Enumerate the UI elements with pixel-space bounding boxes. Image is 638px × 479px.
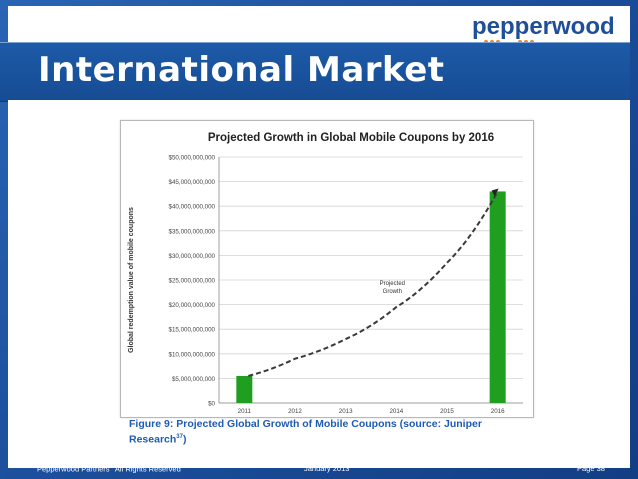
x-tick-label: 2013	[339, 408, 353, 415]
footer-rights: All Rights Reserved	[113, 464, 181, 474]
figure-caption: Figure 9: Projected Global Growth of Mob…	[129, 418, 489, 447]
x-tick-label: 2011	[238, 408, 252, 415]
footer-copyright: ©	[109, 464, 114, 470]
y-tick-label: $35,000,000,000	[169, 228, 216, 235]
bar-chart: Projected Growth in Global Mobile Coupon…	[128, 132, 523, 415]
title-bar	[0, 42, 630, 102]
top-bar	[8, 6, 630, 44]
chart-title: Projected Growth in Global Mobile Coupon…	[208, 132, 494, 144]
caption-citation: 37	[176, 434, 183, 440]
projected-growth-line	[248, 190, 499, 377]
chart-box: Projected Growth in Global Mobile Coupon…	[120, 120, 534, 418]
annotation-line: Projected	[380, 281, 405, 287]
y-tick-label: $25,000,000,000	[169, 278, 216, 285]
x-tick-label: 2016	[491, 408, 505, 415]
y-tick-label: $15,000,000,000	[169, 327, 216, 334]
y-tick-label: $0	[208, 401, 215, 408]
y-tick-label: $10,000,000,000	[169, 351, 216, 358]
slide-title: International Market	[38, 50, 445, 90]
footer-company: Pepperwood Partners	[37, 464, 110, 474]
content-area: Projected Growth in Global Mobile Coupon…	[8, 100, 630, 468]
logo-text: pepperwood	[472, 13, 615, 40]
footer-page: Page 38	[577, 464, 605, 473]
trend-arrowhead	[491, 188, 499, 197]
footer: Pepperwood Partners© All Rights Reserved…	[0, 460, 638, 479]
bar-2016	[489, 191, 506, 403]
y-tick-label: $45,000,000,000	[169, 179, 216, 186]
annotation-line: Growth	[383, 289, 402, 295]
footer-date: January 2013	[304, 464, 350, 473]
x-tick-label: 2012	[288, 408, 302, 415]
footer-left: Pepperwood Partners© All Rights Reserved	[37, 464, 181, 474]
x-tick-label: 2015	[440, 408, 454, 415]
caption-text: Figure 9: Projected Global Growth of Mob…	[129, 418, 482, 446]
y-tick-label: $20,000,000,000	[169, 302, 216, 309]
pepperwood-logo: pepperwood	[472, 13, 615, 45]
caption-close: )	[182, 433, 187, 446]
y-tick-label: $5,000,000,000	[172, 376, 216, 383]
x-tick-label: 2014	[389, 408, 403, 415]
bar-2011	[236, 375, 253, 403]
y-tick-label: $50,000,000,000	[169, 155, 216, 162]
y-tick-label: $40,000,000,000	[169, 204, 216, 211]
content-panel: Projected Growth in Global Mobile Coupon…	[8, 100, 630, 455]
y-axis-label: Global redemption value of mobile coupon…	[128, 207, 135, 353]
y-tick-label: $30,000,000,000	[169, 253, 216, 260]
